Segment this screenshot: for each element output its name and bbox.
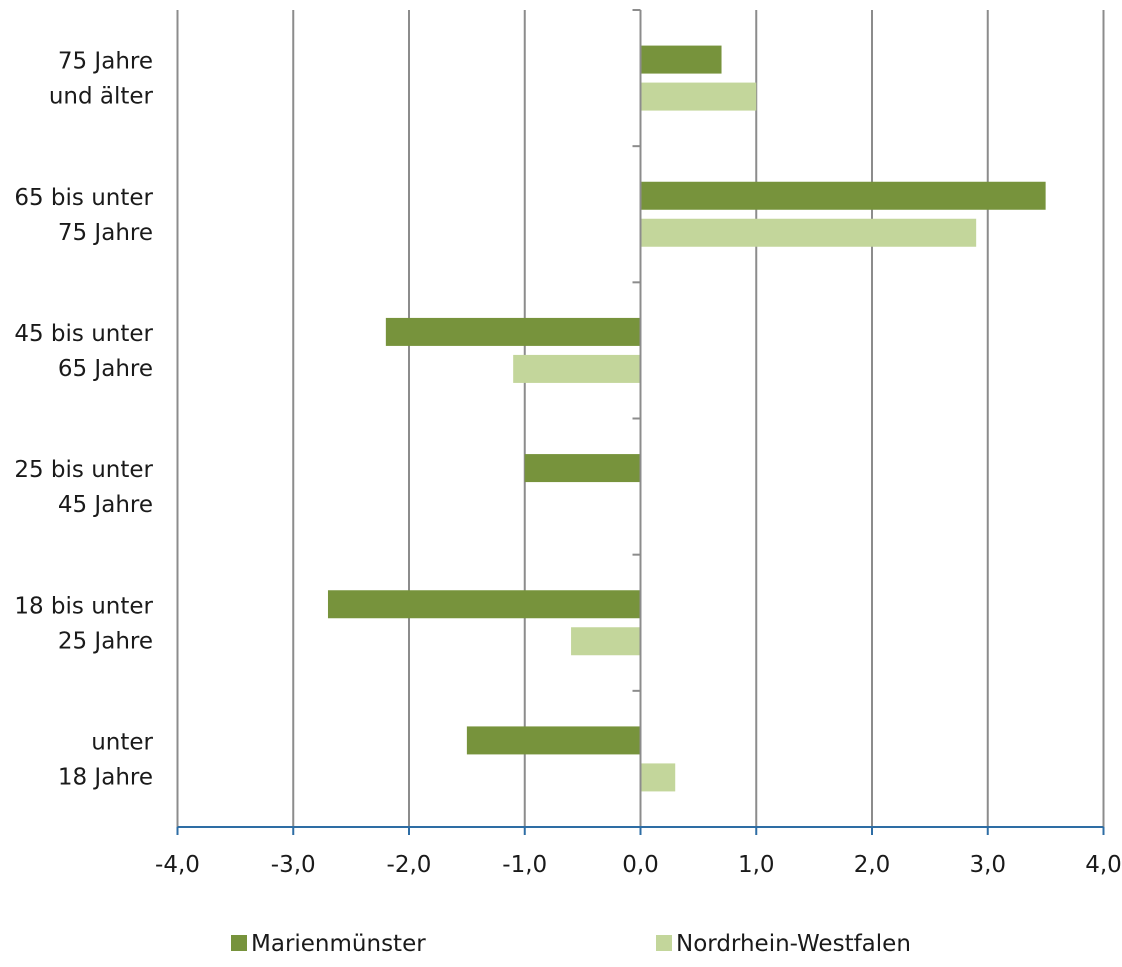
bar-nrw (640, 763, 676, 792)
x-tick-label: -3,0 (271, 852, 316, 878)
bar-marienmuenster (385, 317, 641, 346)
axes (176, 9, 1105, 835)
x-tick-label: 1,0 (738, 852, 775, 878)
x-tick-label: 2,0 (854, 852, 891, 878)
x-tick-label: 0,0 (622, 852, 659, 878)
bar-marienmuenster (524, 454, 641, 483)
category-label: unter (91, 729, 153, 755)
category-label: 25 bis unter (14, 457, 153, 483)
category-label: 75 Jahre (58, 220, 153, 246)
legend-swatch (231, 935, 247, 951)
bar-nrw (513, 354, 641, 383)
category-label: 18 bis unter (14, 593, 153, 619)
category-label: 75 Jahre (58, 49, 153, 75)
category-label: und älter (49, 84, 154, 110)
x-tick-label: -4,0 (155, 852, 200, 878)
category-label: 45 bis unter (14, 321, 153, 347)
x-tick-label: 4,0 (1085, 852, 1122, 878)
legend-label: Marienmünster (251, 931, 426, 957)
category-label: 18 Jahre (58, 764, 153, 790)
legend-label: Nordrhein-Westfalen (676, 931, 911, 957)
category-labels: 75 Jahre und älter 65 bis unter 75 Jahre 45 … (14, 49, 153, 791)
category-label: 65 bis unter (14, 185, 153, 211)
bar-nrw (640, 218, 977, 247)
bar-nrw (571, 627, 641, 656)
x-tick-label: -1,0 (502, 852, 547, 878)
x-tick-labels: -4,0 -3,0 -2,0 -1,0 0,0 1,0 2,0 3,0 4,0 (155, 852, 1122, 878)
grid-lines (176, 10, 1105, 827)
bar-marienmuenster (640, 45, 722, 74)
bar-nrw (640, 82, 757, 111)
bar-marienmuenster (327, 590, 641, 619)
category-label: 25 Jahre (58, 628, 153, 654)
legend-swatch (656, 935, 672, 951)
category-label: 65 Jahre (58, 356, 153, 382)
category-label: 45 Jahre (58, 492, 153, 518)
x-tick-label: -2,0 (387, 852, 432, 878)
bar-marienmuenster (640, 181, 1046, 210)
legend: Marienmünster Nordrhein-Westfalen (231, 931, 911, 957)
bar-marienmuenster (466, 726, 641, 755)
bars (327, 45, 1046, 792)
x-tick-label: 3,0 (969, 852, 1006, 878)
